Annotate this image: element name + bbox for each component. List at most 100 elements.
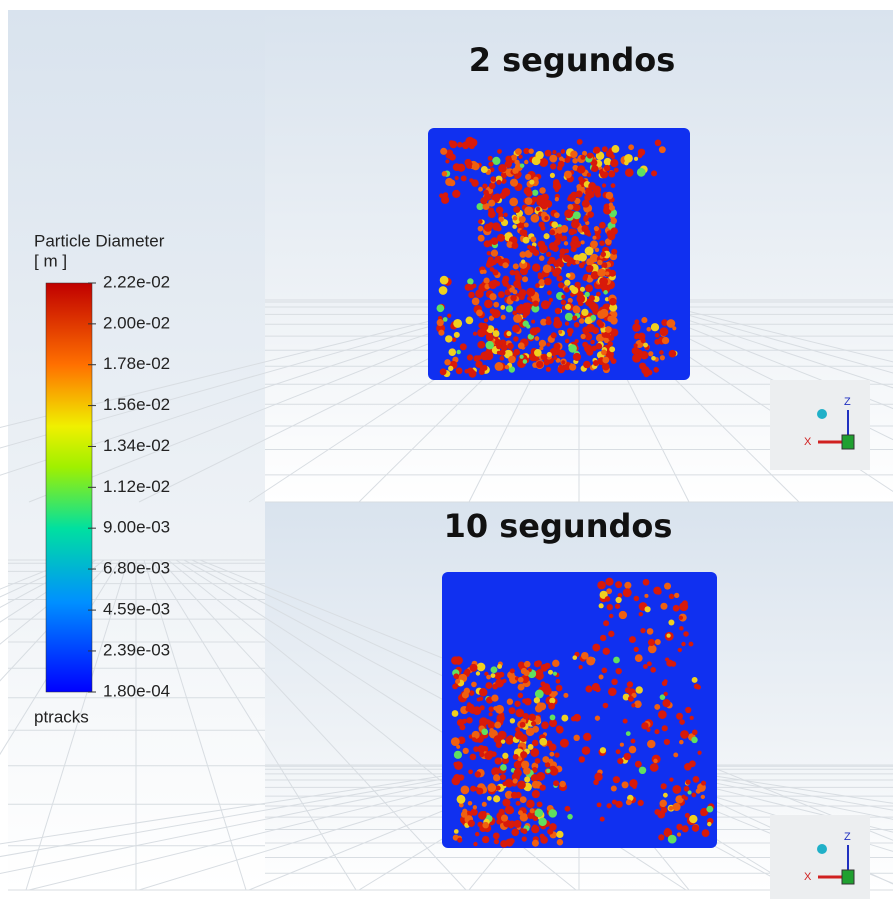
particle: [479, 688, 487, 696]
particle: [606, 192, 614, 200]
particle: [475, 771, 481, 777]
particle: [573, 714, 581, 722]
particle: [543, 264, 552, 273]
particle: [455, 176, 459, 180]
particle: [514, 270, 520, 276]
particle: [510, 179, 518, 187]
particle: [647, 661, 652, 666]
particle: [526, 288, 535, 297]
particle: [451, 656, 459, 664]
particle: [486, 675, 491, 680]
particle: [583, 361, 591, 369]
particle: [581, 334, 586, 339]
particle: [502, 262, 508, 268]
particle: [494, 722, 501, 729]
particle: [454, 332, 460, 338]
particle: [546, 252, 551, 257]
particle: [520, 722, 526, 728]
particle: [643, 664, 648, 669]
particle: [599, 674, 604, 679]
particle: [585, 247, 594, 256]
triad-center: [842, 870, 854, 884]
particle: [514, 769, 522, 777]
particle: [532, 263, 540, 271]
particle: [554, 212, 560, 218]
particle: [627, 681, 633, 687]
particle: [691, 737, 698, 744]
particle: [565, 806, 571, 812]
particle: [615, 581, 622, 588]
particle: [502, 753, 508, 759]
particle: [592, 644, 600, 652]
particle: [638, 333, 646, 341]
particle: [494, 735, 502, 743]
particle: [509, 707, 516, 714]
particle: [494, 256, 501, 263]
particle: [581, 652, 589, 660]
particle: [585, 189, 593, 197]
particle: [493, 330, 500, 337]
particle: [502, 782, 506, 786]
particle: [669, 350, 677, 358]
particle: [491, 673, 496, 678]
particle: [486, 719, 491, 724]
particle: [668, 835, 677, 844]
particle: [697, 751, 701, 755]
particle: [489, 712, 493, 716]
particle: [565, 313, 573, 321]
particle: [547, 290, 552, 295]
particle: [539, 158, 548, 167]
particle: [583, 217, 588, 222]
particle: [471, 809, 478, 816]
particle: [547, 352, 552, 357]
particle: [669, 806, 673, 810]
particle: [461, 175, 467, 181]
particle: [570, 151, 577, 158]
particle: [453, 774, 460, 781]
particle: [511, 828, 519, 836]
particle: [669, 594, 674, 599]
particle: [541, 300, 550, 309]
particle: [625, 168, 634, 177]
particle: [565, 249, 569, 253]
particle: [561, 360, 565, 364]
particle: [600, 309, 609, 318]
particle: [519, 294, 525, 300]
particle: [582, 225, 589, 232]
particle: [606, 803, 611, 808]
particle: [529, 180, 534, 185]
particle: [444, 359, 450, 365]
particle: [613, 657, 620, 664]
particle: [585, 685, 592, 692]
particle: [486, 333, 494, 341]
particle: [541, 226, 546, 231]
particle: [543, 757, 548, 762]
particle: [505, 156, 511, 162]
particle: [610, 218, 617, 225]
particle: [599, 603, 604, 608]
particle: [521, 229, 527, 235]
particle: [547, 829, 553, 835]
particle: [545, 150, 552, 157]
particle: [599, 240, 605, 246]
particle: [499, 350, 505, 356]
particle: [516, 801, 521, 806]
particle: [664, 583, 671, 590]
particle: [500, 764, 507, 771]
particle: [479, 752, 484, 757]
particle: [556, 726, 564, 734]
particle: [450, 141, 458, 149]
particle: [518, 693, 523, 698]
particle: [531, 774, 539, 782]
particle: [654, 729, 659, 734]
particle: [660, 603, 667, 610]
particle: [660, 355, 665, 360]
colorbar-label: 1.78e-02: [103, 354, 170, 373]
particle: [578, 253, 587, 262]
particle: [537, 702, 543, 708]
particle: [453, 673, 459, 679]
particle: [493, 833, 500, 840]
particle: [510, 295, 516, 301]
particle: [536, 673, 540, 677]
particle: [641, 366, 649, 374]
